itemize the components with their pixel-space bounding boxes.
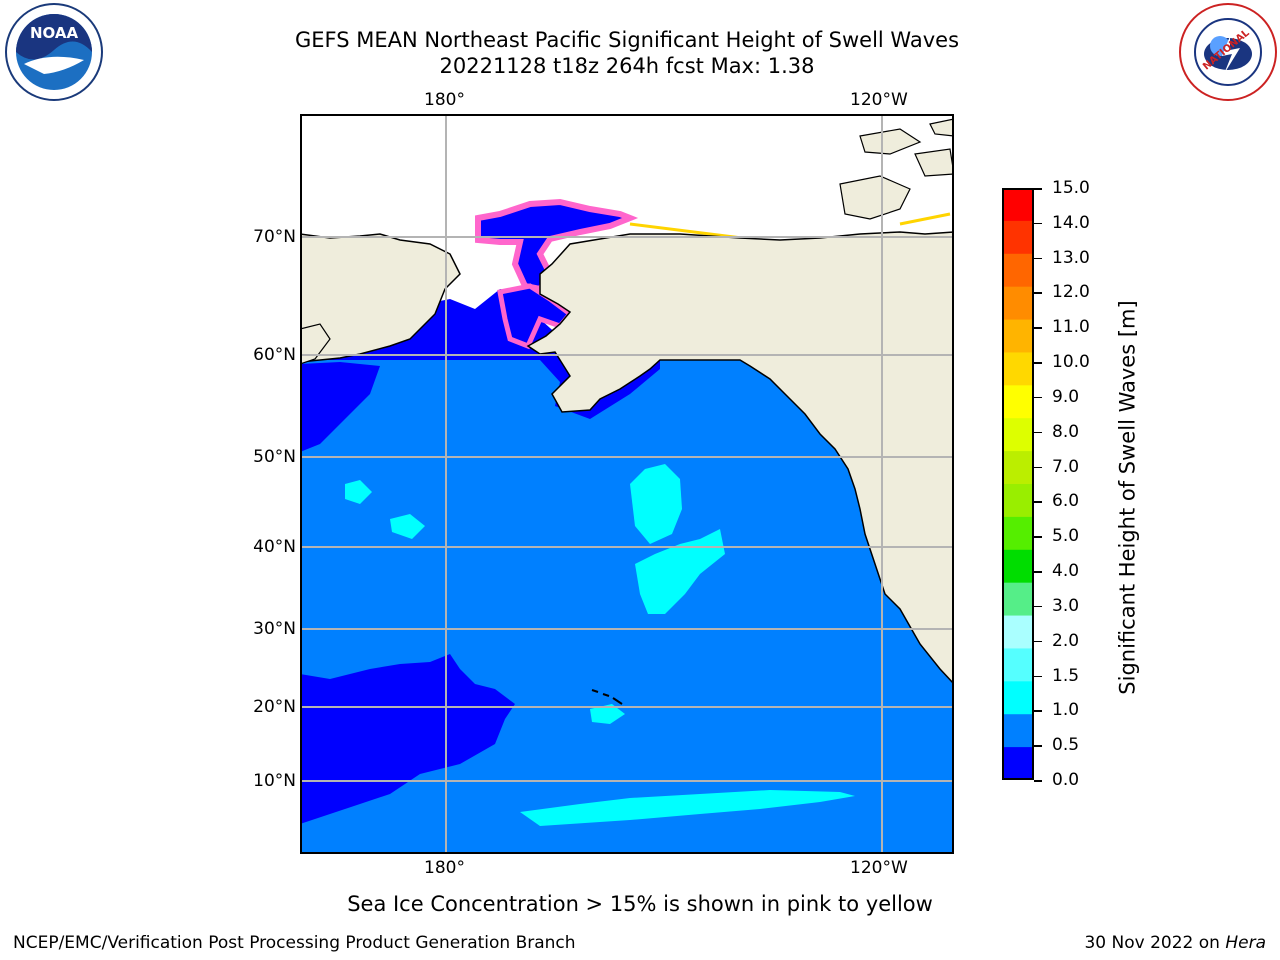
colorbar-cell bbox=[1002, 286, 1034, 321]
lat-label-70n: 70°N bbox=[253, 227, 296, 247]
colorbar-tick-mark bbox=[1034, 605, 1042, 608]
colorbar-tick-label: 5.0 bbox=[1052, 526, 1080, 547]
colorbar-cell bbox=[1002, 747, 1034, 780]
colorbar-tick-mark bbox=[1034, 675, 1042, 678]
central-cyan-patch-2 bbox=[635, 529, 725, 614]
north-america-land bbox=[526, 114, 954, 686]
aleutian-low-swell bbox=[300, 362, 380, 452]
colorbar-tick-label: 11.0 bbox=[1052, 317, 1090, 338]
hawaii-cyan-patch bbox=[590, 704, 625, 724]
colorbar-tick-label: 7.0 bbox=[1052, 456, 1080, 477]
colorbar-tick-label: 8.0 bbox=[1052, 421, 1080, 442]
colorbar-cell bbox=[1002, 352, 1034, 386]
lat-label-10n: 10°N bbox=[253, 771, 296, 791]
colorbar-label: Significant Height of Swell Waves [m] bbox=[1115, 300, 1140, 695]
colorbar-tick-label: 4.0 bbox=[1052, 561, 1080, 582]
date-text: 30 Nov 2022 on Hera bbox=[1084, 933, 1266, 953]
arctic-island-1 bbox=[839, 175, 911, 220]
colorbar-cell bbox=[1002, 385, 1034, 419]
colorbar-cell bbox=[1002, 418, 1034, 452]
colorbar-tick-label: 15.0 bbox=[1052, 178, 1090, 198]
colorbar-tick-label: 0.5 bbox=[1052, 735, 1080, 756]
colorbar-tick-mark bbox=[1034, 780, 1042, 782]
lat-label-60n: 60°N bbox=[253, 345, 296, 365]
colorbar-cell bbox=[1002, 484, 1034, 518]
machine-name: Hera bbox=[1225, 933, 1266, 953]
top-lon-label-120w: 120°W bbox=[850, 90, 908, 110]
chart-subtitle: 20221128 t18z 264h fcst Max: 1.38 bbox=[439, 54, 815, 78]
colorbar-tick-mark bbox=[1034, 396, 1042, 399]
west-cyan-patch-1 bbox=[345, 480, 372, 504]
colorbar-cell bbox=[1002, 615, 1034, 649]
sea-ice-note: Sea Ice Concentration > 15% is shown in … bbox=[347, 892, 933, 916]
colorbar-tick-mark bbox=[1034, 292, 1042, 294]
colorbar bbox=[1002, 188, 1034, 780]
colorbar-tick-mark bbox=[1034, 745, 1042, 747]
noaa-logo: NOAA bbox=[5, 3, 103, 101]
equatorial-cyan-band bbox=[520, 790, 855, 826]
colorbar-cell bbox=[1002, 188, 1034, 222]
swell-height-map bbox=[300, 114, 954, 854]
colorbar-tick-mark bbox=[1034, 710, 1042, 712]
colorbar-tick-mark bbox=[1034, 257, 1042, 260]
graticule bbox=[300, 114, 954, 854]
credit-text: NCEP/EMC/Verification Post Processing Pr… bbox=[13, 933, 576, 953]
colorbar-tick-label: 12.0 bbox=[1052, 282, 1090, 303]
colorbar-tick-label: 2.0 bbox=[1052, 630, 1080, 651]
west-cyan-patch-2 bbox=[390, 514, 425, 539]
bottom-lon-label-120w: 120°W bbox=[850, 858, 908, 878]
lat-label-20n: 20°N bbox=[253, 697, 296, 717]
lat-label-50n: 50°N bbox=[253, 447, 296, 467]
noaa-logo-text: NOAA bbox=[30, 24, 79, 42]
hawaii-islands bbox=[591, 689, 623, 705]
lat-label-40n: 40°N bbox=[253, 537, 296, 557]
colorbar-tick-mark bbox=[1034, 640, 1042, 643]
central-cyan-patch-1 bbox=[630, 464, 682, 544]
arctic-island-2 bbox=[859, 128, 922, 155]
lat-label-30n: 30°N bbox=[253, 619, 296, 639]
colorbar-tick-mark bbox=[1034, 188, 1042, 190]
colorbar-tick-label: 13.0 bbox=[1052, 247, 1090, 268]
chart-title: GEFS MEAN Northeast Pacific Significant … bbox=[294, 28, 960, 52]
map-frame bbox=[300, 114, 954, 854]
colorbar-tick-mark bbox=[1034, 501, 1042, 503]
colorbar-tick-mark bbox=[1034, 362, 1042, 364]
colorbar-tick-mark bbox=[1034, 431, 1042, 434]
colorbar-cell bbox=[1002, 681, 1034, 715]
bottom-lon-label-180: 180° bbox=[424, 858, 465, 878]
top-lon-label-180: 180° bbox=[424, 90, 465, 110]
colorbar-tick-mark bbox=[1034, 327, 1042, 329]
colorbar-cell bbox=[1002, 714, 1034, 748]
colorbar-tick-label: 10.0 bbox=[1052, 352, 1090, 373]
colorbar-cell bbox=[1002, 516, 1034, 551]
colorbar-tick-label: 6.0 bbox=[1052, 491, 1080, 512]
colorbar-cell bbox=[1002, 220, 1034, 255]
colorbar-tick-mark bbox=[1034, 222, 1042, 225]
colorbar-cell bbox=[1002, 451, 1034, 485]
colorbar-tick-label: 1.0 bbox=[1052, 700, 1080, 721]
colorbar-tick-mark bbox=[1034, 466, 1042, 469]
chukchi-ice bbox=[475, 198, 639, 293]
colorbar-cell bbox=[1002, 648, 1034, 682]
colorbar-tick-label: 0.0 bbox=[1052, 770, 1080, 790]
arctic-island-3 bbox=[914, 148, 954, 177]
colorbar-cell bbox=[1002, 319, 1034, 353]
colorbar-tick-label: 3.0 bbox=[1052, 595, 1080, 616]
colorbar-tick-label: 1.5 bbox=[1052, 665, 1080, 686]
colorbar-tick-label: 9.0 bbox=[1052, 386, 1080, 407]
arctic-island-4 bbox=[929, 118, 954, 137]
colorbar-cell bbox=[1002, 549, 1034, 584]
colorbar-cell bbox=[1002, 582, 1034, 617]
colorbar-tick-mark bbox=[1034, 571, 1042, 573]
nws-logo: NATIONAL bbox=[1179, 3, 1277, 101]
colorbar-tick-mark bbox=[1034, 536, 1042, 538]
colorbar-cell bbox=[1002, 253, 1034, 288]
colorbar-tick-label: 14.0 bbox=[1052, 212, 1090, 233]
